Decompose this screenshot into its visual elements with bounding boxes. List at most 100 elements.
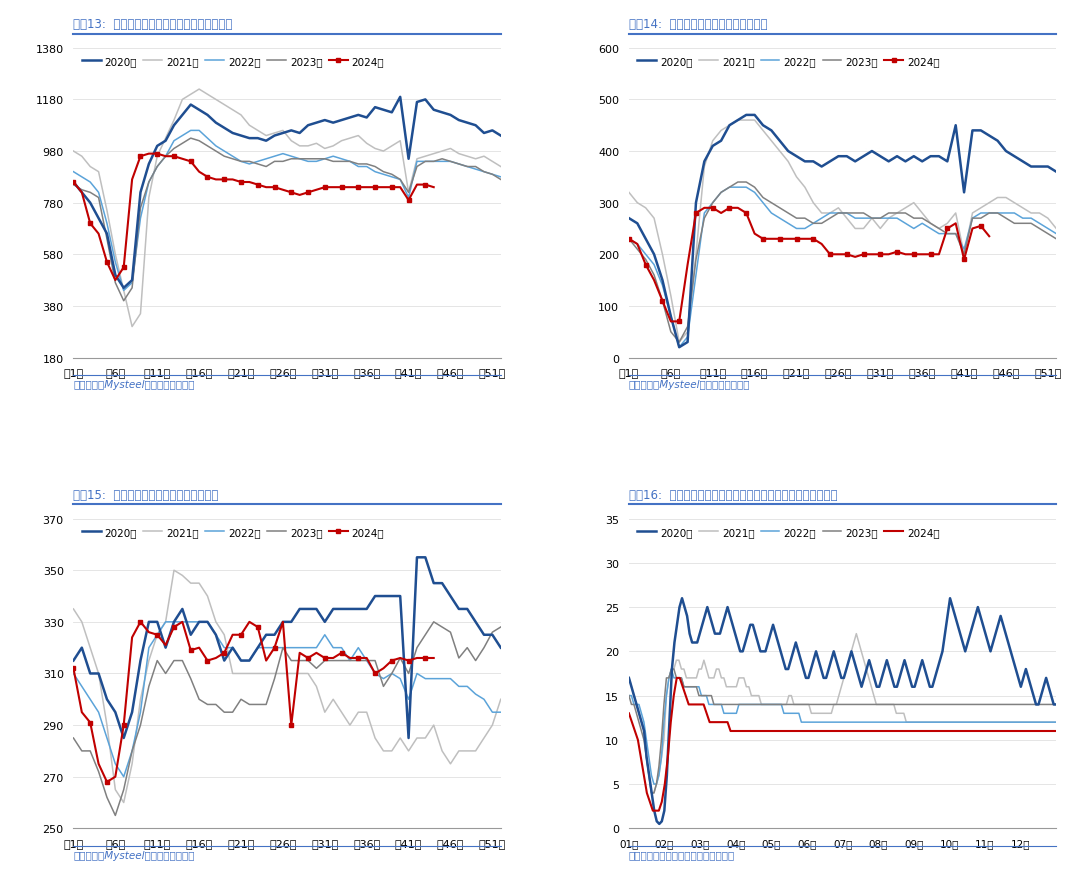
2020年 xyxy=(301,604,314,615)
2024年 xyxy=(84,219,97,229)
2024年 xyxy=(824,250,837,260)
2022年 xyxy=(234,656,247,666)
2021年 xyxy=(850,628,863,639)
2024年 xyxy=(419,653,432,664)
2023年 xyxy=(285,154,298,165)
2022年 xyxy=(723,183,735,193)
Text: 资料来源：Mysteel，国盛证券研究所: 资料来源：Mysteel，国盛证券研究所 xyxy=(629,379,751,389)
2023年 xyxy=(1050,234,1063,245)
2024年 xyxy=(377,664,390,674)
2021年 xyxy=(865,214,878,224)
2024年 xyxy=(234,177,247,188)
2024年 xyxy=(782,234,795,245)
Text: 资料来源：Mysteel，国盛证券研究所: 资料来源：Mysteel，国盛证券研究所 xyxy=(73,850,194,859)
2024年 xyxy=(134,152,147,162)
2020年 xyxy=(394,92,407,103)
2024年 xyxy=(723,203,735,214)
2022年 xyxy=(361,656,374,666)
2024年 xyxy=(143,149,156,159)
2024年 xyxy=(243,617,256,627)
2023年 xyxy=(67,180,80,190)
2024年 xyxy=(639,260,652,270)
2022年 xyxy=(1050,229,1063,240)
2021年 xyxy=(656,250,669,260)
2022年 xyxy=(310,157,323,167)
2022年 xyxy=(791,224,804,235)
2024年 xyxy=(689,208,702,219)
2024年 xyxy=(100,258,113,268)
2024年 xyxy=(691,699,704,710)
2024年 xyxy=(978,726,991,736)
2022年 xyxy=(916,219,929,229)
2023年 xyxy=(352,656,365,666)
2023年 xyxy=(495,622,508,633)
2022年 xyxy=(495,173,508,183)
2021年 xyxy=(343,720,356,731)
2022年 xyxy=(343,157,356,167)
2024年 xyxy=(899,250,912,260)
2024年 xyxy=(276,185,289,196)
2023年 xyxy=(428,617,441,627)
2020年 xyxy=(335,604,348,615)
2024年 xyxy=(840,250,853,260)
2024年 xyxy=(319,653,332,664)
2024年 xyxy=(326,653,339,664)
2022年 xyxy=(880,717,893,727)
2021年 xyxy=(622,672,635,683)
2020年 xyxy=(1010,664,1023,674)
2022年 xyxy=(185,126,198,136)
2023年 xyxy=(731,177,744,188)
2023年 xyxy=(791,214,804,224)
2021年 xyxy=(167,565,180,576)
2024年 xyxy=(268,183,281,193)
2024年 xyxy=(259,656,272,666)
2021年 xyxy=(645,788,658,798)
2024年 xyxy=(958,255,971,266)
2021年 xyxy=(731,115,744,126)
2020年 xyxy=(276,617,289,627)
2022年 xyxy=(665,664,678,674)
2024年 xyxy=(243,177,256,188)
2021年 xyxy=(310,139,323,150)
Text: 图表13:  五大品种钢材周度表观消费量（万吨）: 图表13: 五大品种钢材周度表观消费量（万吨） xyxy=(73,18,233,31)
2024年 xyxy=(748,229,761,240)
2021年 xyxy=(880,699,893,710)
Line: 2022年: 2022年 xyxy=(73,131,501,291)
2024年 xyxy=(1050,726,1063,736)
2022年 xyxy=(656,281,669,291)
2024年 xyxy=(622,708,635,719)
2024年 xyxy=(773,234,786,245)
2021年 xyxy=(818,708,831,719)
2023年 xyxy=(645,788,658,798)
2021年 xyxy=(192,85,205,96)
2022年 xyxy=(495,707,508,718)
2020年 xyxy=(622,214,635,224)
2021年 xyxy=(916,208,929,219)
2020年 xyxy=(495,642,508,653)
2024年 xyxy=(352,183,365,193)
2024年 xyxy=(949,219,962,229)
Line: 2023年: 2023年 xyxy=(629,183,1056,343)
2023年 xyxy=(622,690,635,701)
2022年 xyxy=(285,152,298,162)
Text: 图表14:  螺纹钢周度表观消费量（万吨）: 图表14: 螺纹钢周度表观消费量（万吨） xyxy=(629,18,768,31)
2021年 xyxy=(495,694,508,704)
2022年 xyxy=(100,219,113,229)
2020年 xyxy=(100,694,113,704)
2023年 xyxy=(234,157,247,167)
2023年 xyxy=(109,810,122,820)
2021年 xyxy=(234,111,247,121)
2021年 xyxy=(234,668,247,679)
2024年 xyxy=(76,707,89,718)
2020年 xyxy=(916,157,929,167)
2024年 xyxy=(335,648,348,658)
2020年 xyxy=(226,642,239,653)
2024年 xyxy=(159,152,172,162)
2020年 xyxy=(301,120,314,131)
2023年 xyxy=(855,699,868,710)
2024年 xyxy=(974,222,987,232)
2022年 xyxy=(67,167,80,178)
2024年 xyxy=(740,208,753,219)
2024年 xyxy=(167,152,180,162)
2024年 xyxy=(125,633,138,643)
